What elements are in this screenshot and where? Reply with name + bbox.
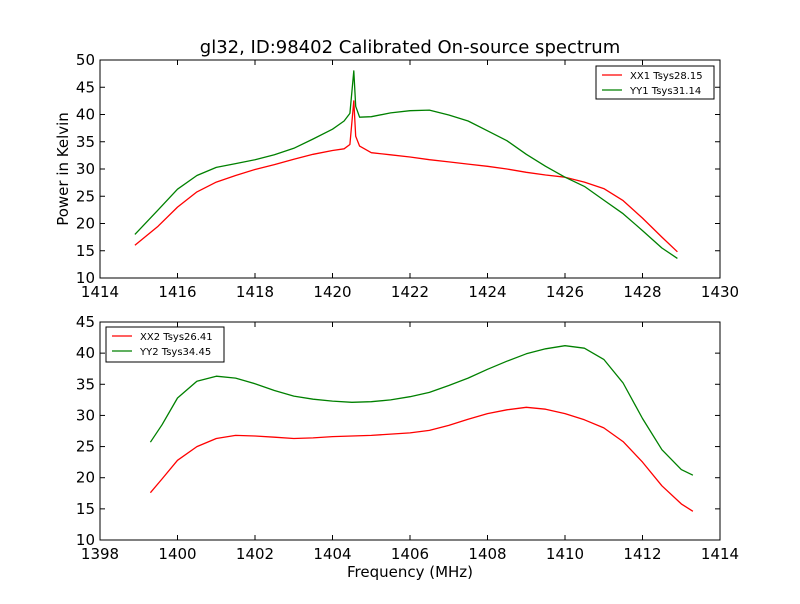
y-tick-label: 35 [76, 133, 95, 151]
y-tick-label: 45 [76, 78, 95, 96]
y-tick-label: 45 [76, 313, 95, 331]
x-tick-label: 1422 [391, 283, 429, 301]
legend: XX2 Tsys26.41 YY2 Tsys34.45 [105, 326, 225, 363]
x-tick-label: 1430 [701, 283, 739, 301]
x-axis-label: Frequency (MHz) [347, 563, 473, 581]
y-tick-label: 25 [76, 438, 95, 456]
x-tick-label: 1420 [313, 283, 351, 301]
x-tick-label: 1406 [391, 545, 429, 563]
y-axis-label: Power in Kelvin [54, 112, 72, 226]
y-tick-label: 20 [76, 215, 95, 233]
legend-entry-label: YY1 Tsys31.14 [629, 86, 701, 97]
x-tick-label: 1418 [236, 283, 274, 301]
legend-entry-label: XX2 Tsys26.41 [140, 332, 213, 343]
series-line-1-2 [134, 70, 678, 259]
x-tick-label: 1414 [701, 545, 739, 563]
y-tick-label: 20 [76, 469, 95, 487]
y-tick-label: 15 [76, 242, 95, 260]
y-tick-label: 30 [76, 160, 95, 178]
legend-box [595, 65, 715, 100]
y-tick-label: 15 [76, 500, 95, 518]
legend: XX1 Tsys28.15 YY1 Tsys31.14 [595, 65, 715, 100]
x-tick-label: 1426 [546, 283, 584, 301]
y-tick-label: 35 [76, 375, 95, 393]
chart-title: gl32, ID:98402 Calibrated On-source spec… [200, 37, 620, 58]
x-tick-label: 1398 [81, 545, 119, 563]
x-tick-label: 1428 [623, 283, 661, 301]
series-line-2-1 [149, 406, 694, 512]
x-tick-label: 1414 [81, 283, 119, 301]
legend-box [105, 326, 225, 363]
y-tick-label: 40 [76, 344, 95, 362]
x-tick-label: 1424 [468, 283, 506, 301]
y-tick-label: 10 [76, 531, 95, 549]
y-tick-label: 40 [76, 106, 95, 124]
x-tick-label: 1404 [313, 545, 351, 563]
series-line-2-2 [149, 345, 694, 476]
bottom-plot-panel: 1398 1400 1402 1404 1406 1408 1410 1412 1414 10 15… [76, 313, 739, 563]
x-tick-label: 1402 [236, 545, 274, 563]
y-tick-label: 50 [76, 51, 95, 69]
x-tick-label: 1412 [623, 545, 661, 563]
y-tick-label: 25 [76, 187, 95, 205]
x-tick-label: 1416 [158, 283, 196, 301]
x-tick-label: 1410 [546, 545, 584, 563]
y-tick-label: 30 [76, 406, 95, 424]
x-tick-label: 1400 [158, 545, 196, 563]
y-tick-label: 10 [76, 269, 95, 287]
legend-entry-label: YY2 Tsys34.45 [139, 347, 211, 358]
series-line-1-1 [134, 100, 678, 253]
legend-entry-label: XX1 Tsys28.15 [630, 71, 703, 82]
x-tick-label: 1408 [468, 545, 506, 563]
top-plot-panel: 1414 1416 1418 1420 1422 1424 1426 1428 1430 10 15… [76, 51, 739, 301]
